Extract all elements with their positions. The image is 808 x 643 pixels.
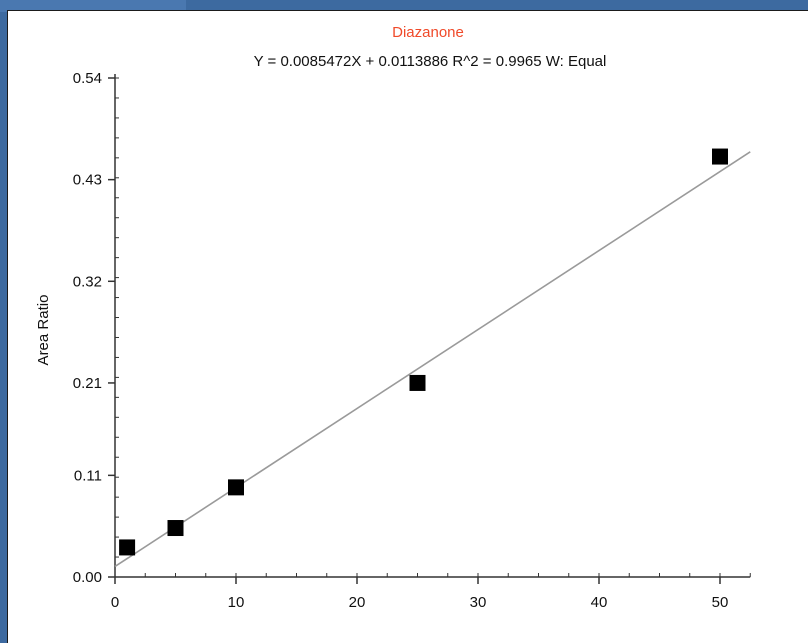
y-tick-label: 0.32 [73, 273, 102, 290]
x-tick-label: 30 [470, 594, 487, 611]
data-point [228, 479, 244, 496]
x-tick-label: 20 [349, 594, 366, 611]
y-tick-label: 0.43 [73, 172, 102, 189]
y-tick-label: 0.00 [73, 569, 102, 586]
data-point [409, 374, 426, 391]
x-tick-label: 40 [591, 594, 608, 611]
chart-panel [7, 10, 808, 643]
x-tick-label: 0 [111, 594, 119, 611]
chart-title: Diazanone [392, 24, 464, 41]
y-axis-label: Area Ratio [35, 295, 52, 366]
x-tick-label: 50 [712, 594, 729, 611]
data-point [119, 539, 136, 556]
axes: 0.54 0.43 0.32 0.21 0.11 0.00 0 10 20 30 40 50 [73, 70, 751, 611]
blue-tab [0, 0, 186, 12]
chart-equation: Y = 0.0085472X + 0.0113886 R^2 = 0.9965 … [254, 53, 607, 70]
fit-line [114, 151, 751, 568]
data-point [712, 148, 728, 165]
fit-line-group [114, 151, 751, 568]
y-tick-label: 0.54 [73, 70, 102, 87]
data-points [119, 148, 728, 556]
y-tick-label: 0.21 [73, 375, 102, 392]
x-tick-label: 10 [228, 594, 245, 611]
y-tick-label: 0.11 [74, 467, 102, 484]
data-point [167, 520, 184, 537]
